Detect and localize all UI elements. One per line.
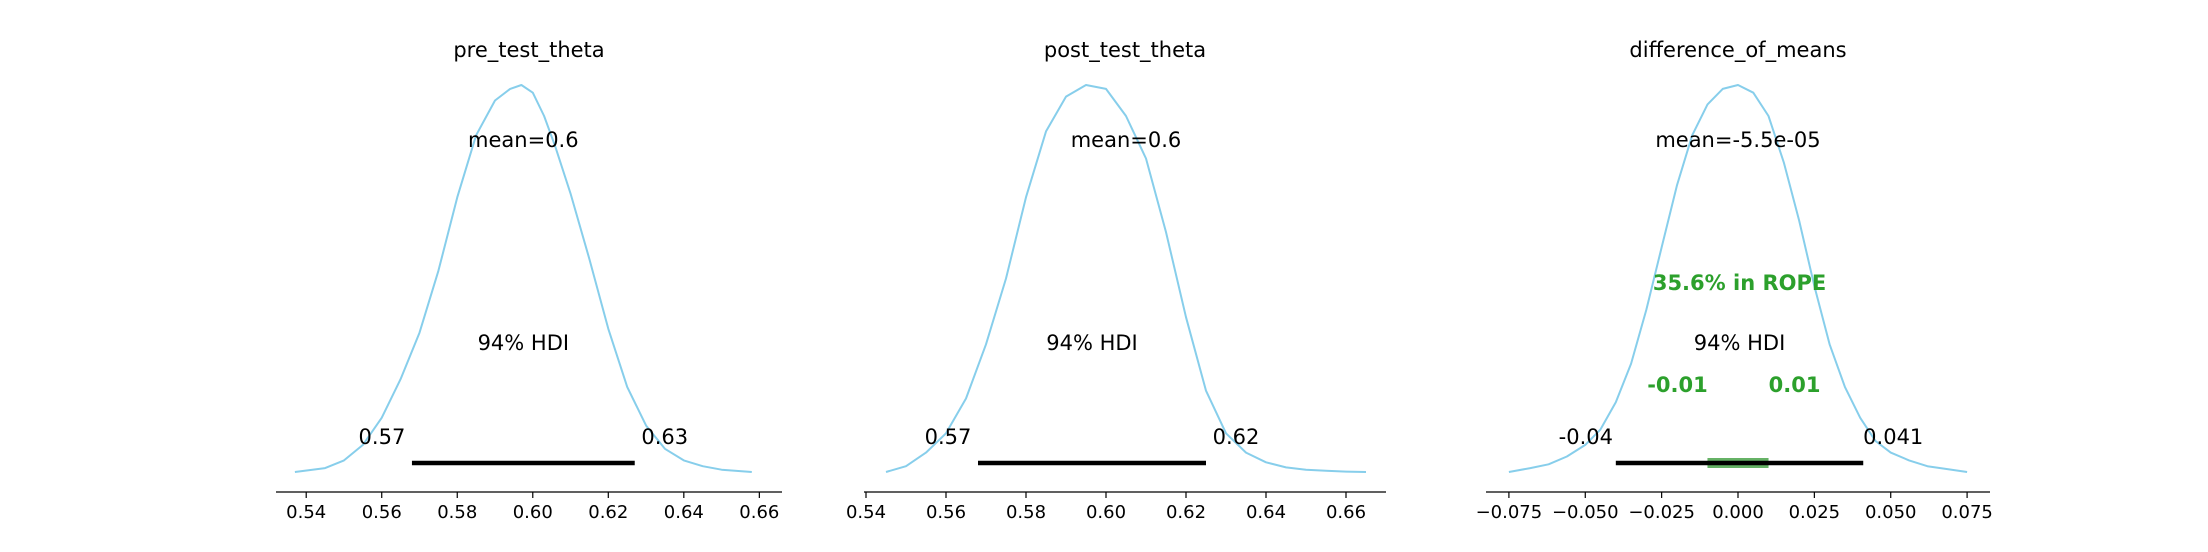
panel-title: difference_of_means: [1629, 38, 1846, 63]
x-tick-label: 0.62: [1166, 502, 1206, 523]
mean-label: mean=0.6: [468, 128, 579, 152]
x-tick-label: 0.64: [664, 502, 704, 523]
rope-upper-value: 0.01: [1769, 373, 1821, 397]
x-tick-label: 0.58: [1006, 502, 1046, 523]
x-tick-label: 0.56: [362, 502, 402, 523]
panel-title: pre_test_theta: [453, 38, 604, 63]
mean-label: mean=0.6: [1071, 128, 1182, 152]
rope-label: 35.6% in ROPE: [1653, 271, 1826, 295]
x-tick-label: 0.60: [513, 502, 553, 523]
hdi-upper-value: 0.041: [1863, 425, 1923, 449]
x-tick-label: 0.075: [1941, 502, 1993, 523]
hdi-label: 94% HDI: [1046, 331, 1138, 355]
panel-3: difference_of_means mean=-5.5e-05 94% HDI 3…: [1476, 38, 1993, 523]
x-tick-label: 0.54: [286, 502, 326, 523]
x-tick-label: 0.025: [1789, 502, 1841, 523]
x-tick-label: 0.58: [437, 502, 477, 523]
hdi-label: 94% HDI: [478, 331, 570, 355]
x-tick-label: 0.56: [926, 502, 966, 523]
hdi-upper-value: 0.62: [1213, 425, 1260, 449]
hdi-lower-value: 0.57: [925, 425, 972, 449]
x-tick-label: 0.54: [846, 502, 886, 523]
x-tick-label: −0.025: [1628, 502, 1695, 523]
panel-title: post_test_theta: [1044, 38, 1206, 63]
hdi-lower-value: -0.04: [1559, 425, 1613, 449]
panel-1: pre_test_theta mean=0.6 94% HDI 0.57 0.63 0.5…: [276, 38, 782, 523]
density-curve: [1508, 84, 1968, 473]
x-tick-label: 0.050: [1865, 502, 1917, 523]
x-tick-label: 0.66: [1326, 502, 1366, 523]
panel-2: post_test_theta mean=0.6 94% HDI 0.57 0.62 0.…: [846, 38, 1386, 523]
x-tick-label: −0.050: [1552, 502, 1619, 523]
rope-lower-value: -0.01: [1647, 373, 1708, 397]
hdi-lower-value: 0.57: [359, 425, 406, 449]
hdi-upper-value: 0.63: [641, 425, 688, 449]
x-tick-label: 0.62: [588, 502, 628, 523]
x-tick-label: 0.64: [1246, 502, 1286, 523]
x-tick-label: 0.60: [1086, 502, 1126, 523]
density-curve: [294, 84, 752, 473]
mean-label: mean=-5.5e-05: [1655, 128, 1820, 152]
x-tick-label: −0.075: [1476, 502, 1543, 523]
x-tick-label: 0.000: [1712, 502, 1764, 523]
density-curve: [885, 84, 1367, 473]
x-tick-label: 0.66: [739, 502, 779, 523]
hdi-label: 94% HDI: [1694, 331, 1786, 355]
